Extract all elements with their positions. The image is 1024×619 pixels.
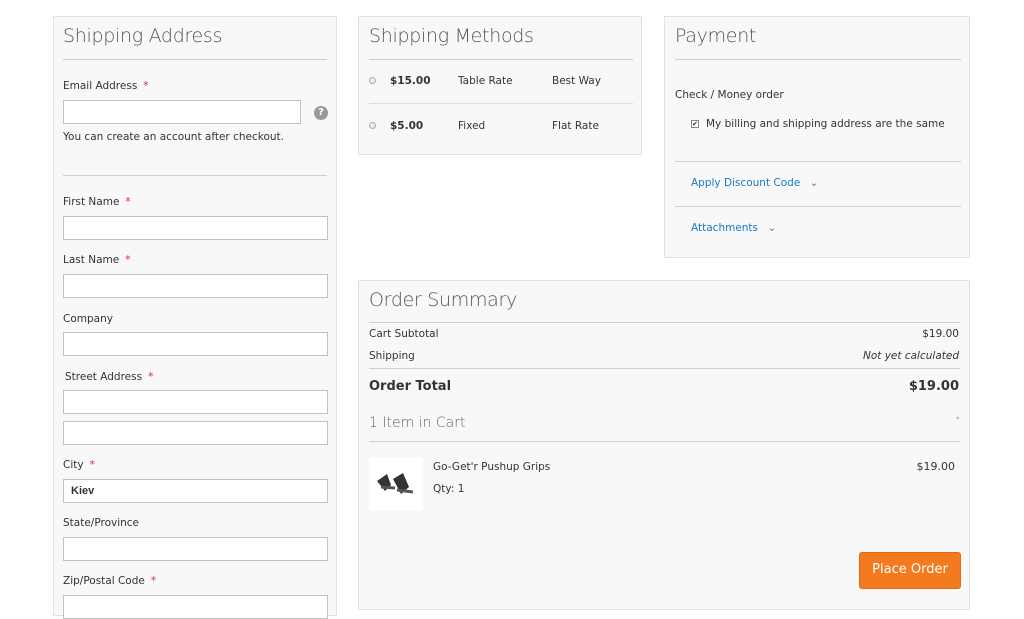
apply-discount-link[interactable]: Apply Discount Code ⌄ xyxy=(691,177,818,189)
order-total-value: $19.00 xyxy=(908,379,959,394)
order-summary-panel: Order Summary Cart Subtotal $19.00 Shipp… xyxy=(358,280,970,610)
subtotal-label: Cart Subtotal xyxy=(369,328,439,340)
divider xyxy=(63,175,327,176)
billing-same-checkbox[interactable]: ✔ xyxy=(691,120,699,128)
zip-label: Zip/Postal Code * xyxy=(63,575,156,587)
divider xyxy=(675,161,961,162)
chevron-up-icon: ˄ xyxy=(955,417,961,427)
method-price: $15.00 xyxy=(390,75,431,87)
first-name-label: First Name * xyxy=(63,196,131,208)
street-label: Street Address * xyxy=(65,371,153,383)
chevron-down-icon: ⌄ xyxy=(767,222,777,234)
required-mark: * xyxy=(150,575,157,587)
company-input[interactable] xyxy=(63,332,328,356)
help-icon[interactable]: ? xyxy=(314,106,328,120)
zip-input[interactable] xyxy=(63,595,328,619)
required-mark: * xyxy=(148,371,154,383)
attachments-text: Attachments xyxy=(691,222,759,234)
email-label-text: Email Address xyxy=(63,80,138,92)
required-mark: * xyxy=(143,80,149,92)
street-line2-input[interactable] xyxy=(63,421,328,445)
method-name: Table Rate xyxy=(458,75,513,87)
last-name-label: Last Name * xyxy=(63,254,130,266)
payment-title: Payment xyxy=(675,25,757,47)
attachments-link[interactable]: Attachments ⌄ xyxy=(691,222,776,234)
product-qty: Qty: 1 xyxy=(433,483,465,495)
divider xyxy=(675,206,961,207)
divider xyxy=(369,441,960,442)
divider xyxy=(675,59,961,60)
divider xyxy=(369,368,960,369)
method-radio[interactable] xyxy=(369,77,376,84)
apply-discount-text: Apply Discount Code xyxy=(691,177,801,189)
shipping-value: Not yet calculated xyxy=(862,350,959,362)
last-name-label-text: Last Name xyxy=(63,254,120,266)
state-label: State/Province xyxy=(63,517,140,529)
email-note: You can create an account after checkout… xyxy=(63,131,284,143)
method-name: Fixed xyxy=(458,120,486,132)
shipping-address-title: Shipping Address xyxy=(63,25,223,47)
required-mark: * xyxy=(125,254,131,266)
subtotal-value: $19.00 xyxy=(922,328,959,340)
company-label: Company xyxy=(63,313,113,325)
chevron-down-icon: ⌄ xyxy=(809,177,819,189)
product-name: Go-Get'r Pushup Grips xyxy=(433,461,551,473)
street-line1-input[interactable] xyxy=(63,390,328,414)
divider xyxy=(369,322,960,323)
method-radio[interactable] xyxy=(369,122,376,129)
place-order-button[interactable]: Place Order xyxy=(859,552,961,589)
divider xyxy=(369,103,633,104)
product-price: $19.00 xyxy=(916,460,956,473)
carrier-name: Flat Rate xyxy=(552,120,599,132)
required-mark: * xyxy=(125,196,131,208)
required-mark: * xyxy=(89,459,95,471)
carrier-name: Best Way xyxy=(552,75,601,87)
street-label-text: Street Address xyxy=(65,371,143,383)
divider xyxy=(63,59,327,60)
shipping-method-row[interactable]: $15.00 Table Rate Best Way xyxy=(369,67,633,103)
shipping-method-row[interactable]: $5.00 Fixed Flat Rate xyxy=(369,112,633,148)
items-in-cart-label: 1 Item in Cart xyxy=(369,415,466,431)
payment-panel: Payment Check / Money order ✔ My billing… xyxy=(664,16,970,258)
first-name-input[interactable] xyxy=(63,216,328,240)
order-total-label: Order Total xyxy=(369,379,452,394)
city-input[interactable] xyxy=(63,479,328,503)
order-summary-title: Order Summary xyxy=(369,289,517,311)
state-input[interactable] xyxy=(63,537,328,561)
payment-method: Check / Money order xyxy=(675,89,784,101)
last-name-input[interactable] xyxy=(63,274,328,298)
email-label: Email Address * xyxy=(63,80,149,92)
email-input[interactable] xyxy=(63,100,301,124)
zip-label-text: Zip/Postal Code xyxy=(63,575,145,587)
city-label: City * xyxy=(63,459,95,471)
city-label-text: City xyxy=(63,459,84,471)
pushup-grips-image xyxy=(377,473,414,494)
shipping-methods-title: Shipping Methods xyxy=(369,25,534,47)
first-name-label-text: First Name xyxy=(63,196,120,208)
method-price: $5.00 xyxy=(390,120,424,132)
items-in-cart-toggle[interactable]: 1 Item in Cart ˄ xyxy=(369,415,960,437)
divider xyxy=(369,59,633,60)
shipping-methods-panel: Shipping Methods $15.00 Table Rate Best … xyxy=(358,16,642,155)
shipping-label: Shipping xyxy=(369,350,415,362)
product-thumbnail xyxy=(369,457,423,511)
shipping-address-panel: Shipping Address Email Address * ? You ca… xyxy=(53,16,337,619)
billing-same-label: My billing and shipping address are the … xyxy=(706,118,945,130)
